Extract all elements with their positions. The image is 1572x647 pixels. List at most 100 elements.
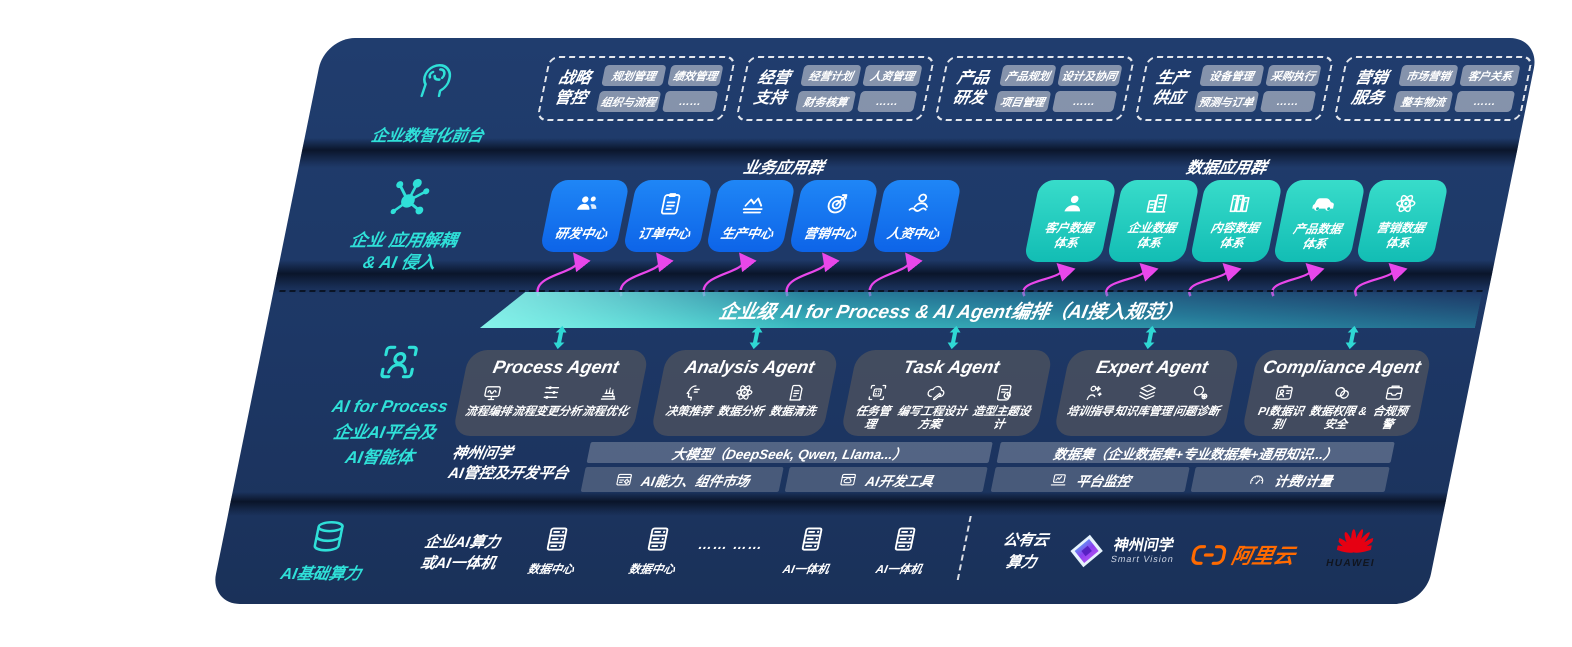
public-cloud-label: 公有云 算力	[1001, 532, 1050, 571]
cloud-pen-icon	[923, 382, 948, 403]
aliyun-brackets-icon	[1189, 543, 1228, 567]
scan-person-icon	[373, 340, 426, 384]
module-pill: 人资管理	[862, 65, 923, 86]
analysis-agent-card: Analysis Agent 决策推荐 数据分析 数据清洗	[649, 350, 840, 436]
id-card-icon	[1272, 382, 1297, 403]
ai-capability-market-cell: AI能力、组件市场	[580, 467, 784, 492]
group-name: 战略管控	[553, 70, 593, 107]
module-pill: 整车物流	[1392, 91, 1454, 112]
monitor-wave-icon	[480, 382, 505, 403]
module-pill: 产品规划	[999, 65, 1057, 86]
module-pill: ……	[661, 91, 719, 112]
module-pill: 采购执行	[1264, 65, 1322, 86]
agent-cards-row: Process Agent 流程编排 流程变更分析 流程优化 Analysis …	[452, 350, 1433, 436]
target-icon	[820, 190, 852, 217]
ai-appliance-node: AI一体机	[857, 524, 948, 577]
trainer-spark-icon	[1081, 382, 1106, 403]
data-customer: 客户数据体系	[1023, 180, 1118, 262]
group-name: 生产供应	[1150, 70, 1191, 107]
updown-arrow-icon	[942, 325, 967, 350]
ellipsis-label: …… ……	[696, 536, 766, 552]
app-hr-center: 人资中心	[871, 180, 963, 252]
module-pill: ……	[856, 91, 918, 112]
module-pill: ……	[1259, 91, 1317, 112]
inbox-alert-icon	[1381, 382, 1406, 403]
module-pill: 规划管理	[601, 65, 667, 86]
group-strategy: 战略管控 规划管理 绩效管理 组织与流程 ……	[536, 56, 737, 121]
app-marketing-center: 营销中心	[788, 180, 880, 252]
billing-metering-cell: 计费/计量	[1190, 467, 1390, 492]
infra-divider	[956, 516, 972, 580]
server-icon	[640, 524, 676, 554]
model-platform-group: 大模型（DeepSeek, Qwen, Llama...） AI能力、组件市场 …	[580, 442, 993, 492]
smartvision-logo: 神州问学 Smart Vision	[1065, 533, 1179, 569]
platform-monitor-cell: 平台监控	[990, 467, 1190, 492]
server-icon	[887, 524, 923, 554]
laptop-chart-icon	[1048, 471, 1070, 489]
process-agent-card: Process Agent 流程编排 流程变更分析 流程优化	[452, 350, 650, 436]
production-line-icon	[737, 190, 769, 217]
decouple-layer-label: 企业 应用解耦 & AI 侵入	[348, 231, 460, 273]
module-pill: 组织与流程	[595, 91, 662, 112]
module-pill: 市场营销	[1398, 65, 1459, 86]
aliyun-logo: 阿里云	[1189, 540, 1298, 570]
gauge-icon	[1246, 471, 1268, 489]
books-icon	[1225, 191, 1255, 216]
task-grid-icon	[864, 382, 889, 403]
diagram-board: 企业数智化前台 战略管控 规划管理 绩效管理 组织与流程 …… 经营支持 经营计…	[209, 38, 1541, 604]
ai-appliance-node: AI一体机	[764, 524, 855, 577]
document-clean-icon	[784, 382, 809, 403]
people-icon	[571, 190, 603, 217]
digital-head-icon	[412, 60, 460, 100]
updown-arrow-icon	[548, 325, 573, 350]
sliders-icon	[538, 382, 563, 403]
window-gear-icon	[613, 471, 635, 489]
updown-arrow-icon	[1138, 325, 1163, 350]
window-cloud-icon	[837, 471, 859, 489]
data-content: 内容数据体系	[1189, 180, 1284, 262]
datacenter-node: 数据中心	[610, 524, 701, 577]
group-name: 产品研发	[951, 70, 991, 107]
atom-icon	[1391, 191, 1421, 216]
module-pill: 预测与订单	[1193, 91, 1259, 112]
data-marketing: 营销数据体系	[1355, 180, 1450, 262]
clipboard-clock-icon	[993, 382, 1018, 403]
dataset-platform-group: 数据集（企业数据集+专业数据集+通用知识...） 平台监控 计费/计量	[990, 442, 1395, 492]
group-marketing-service: 营销服务 市场营销 客户关系 整车物流 ……	[1332, 56, 1534, 121]
frontend-groups: 战略管控 规划管理 绩效管理 组织与流程 …… 经营支持 经营计划 人资管理 财…	[536, 56, 1534, 121]
enterprise-compute-label: 企业AI算力 或AI一体机	[418, 534, 502, 572]
datacenter-node: 数据中心	[509, 524, 600, 577]
module-pill: 客户关系	[1459, 65, 1521, 86]
group-product-rd: 产品研发 产品规划 设计及协同 项目管理 ……	[934, 56, 1135, 121]
business-app-row: 研发中心 订单中心 生产中心 营销中心 人资中心	[539, 180, 969, 252]
slab-edge-3	[209, 492, 1468, 516]
group-production-supply: 生产供应 设备管理 采购执行 预测与订单 ……	[1133, 56, 1335, 121]
group-name: 经营支持	[752, 70, 792, 107]
clipboard-icon	[654, 190, 686, 217]
person-icon	[1059, 191, 1089, 216]
module-pill: 经营计划	[800, 65, 862, 86]
module-pill: 项目管理	[994, 91, 1051, 112]
optimize-layers-icon	[597, 382, 622, 403]
ai-dev-tools-cell: AI开发工具	[784, 467, 988, 492]
server-icon	[539, 524, 575, 554]
linked-rings-icon	[1329, 382, 1354, 403]
smartvision-diamond-icon	[1065, 533, 1108, 569]
app-production-center: 生产中心	[705, 180, 797, 252]
huawei-flower-icon	[1332, 522, 1379, 556]
platform-label: 神州问学 AI管控及开发平台	[446, 445, 571, 483]
group-operations: 经营支持 经营计划 人资管理 财务核算 ……	[735, 56, 936, 121]
llm-bar: 大模型（DeepSeek, Qwen, Llama...）	[586, 442, 993, 463]
data-product: 产品数据体系	[1272, 180, 1367, 262]
building-icon	[1142, 191, 1172, 216]
data-apps-title: 数据应用群	[1184, 160, 1269, 177]
head-chat-icon	[680, 382, 705, 403]
database-icon	[306, 518, 352, 556]
updown-arrow-icon	[1340, 325, 1365, 350]
task-agent-card: Task Agent 任务管理 编写工程设计方案 造型主题设计	[839, 350, 1054, 436]
molecule-icon	[383, 176, 438, 222]
app-order-center: 订单中心	[622, 180, 714, 252]
module-pill: ……	[1454, 91, 1516, 112]
frontend-layer-label: 企业数智化前台	[369, 128, 486, 145]
